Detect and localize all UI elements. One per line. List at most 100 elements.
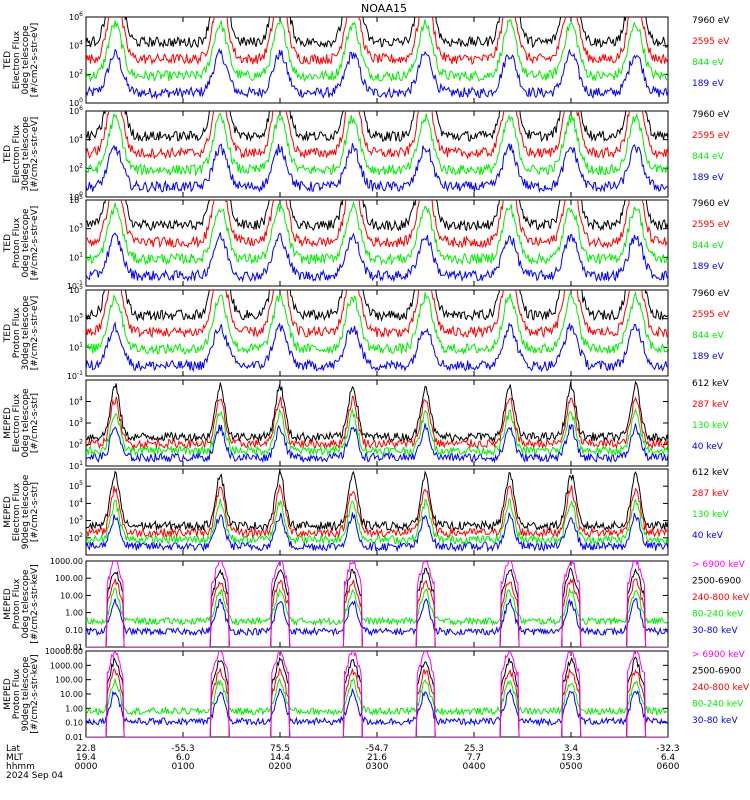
series-line xyxy=(86,201,668,266)
y-axis-label-line: 0deg telescope xyxy=(21,208,31,278)
legend-entry: 7960 eV xyxy=(692,289,730,299)
y-tick-label: 103 xyxy=(69,223,83,234)
panel-meped-p-0: 0.01 0.10 1.00 10.00 100.00 1000.00 MEPED Proto… xyxy=(3,557,750,652)
series-line xyxy=(86,290,668,356)
data-traces xyxy=(86,17,668,100)
y-axis-label-line: Electron Flux xyxy=(12,30,22,89)
data-traces xyxy=(86,290,668,373)
y-tick-label: 102 xyxy=(69,68,83,79)
y-tick-label: 1000.00 xyxy=(50,661,83,670)
legend-entry: 2500-6900 xyxy=(692,577,741,587)
y-tick-label: 100 xyxy=(69,191,83,202)
series-line xyxy=(86,511,668,553)
series-line xyxy=(86,688,668,727)
y-axis-label-line: 30deg telescope xyxy=(21,295,31,370)
footer-row-label: Lat xyxy=(6,744,21,754)
footer-mlt-value: 21.6 xyxy=(367,753,387,763)
data-traces xyxy=(86,200,668,283)
legend-entry: 2595 eV xyxy=(692,220,730,230)
series-line xyxy=(86,667,668,737)
footer-lat-value: 3.4 xyxy=(564,744,579,754)
footer-row-label: MLT xyxy=(6,753,24,763)
panel-ted-e-30: 100 102 104 106 TED Electron Flux 30deg telesc… xyxy=(3,105,730,202)
legend-entry: 2595 eV xyxy=(692,37,730,47)
footer-row-label: hhmm xyxy=(6,762,35,772)
y-axis-label-line: Electron Flux xyxy=(12,124,22,183)
series-line xyxy=(86,677,668,717)
series-line xyxy=(86,200,668,249)
panel-ted-p-30: 10-1 101 103 105 TED Proton Flux 30deg telesco… xyxy=(3,284,730,381)
series-line xyxy=(86,17,668,49)
legend-entry: 80-240 keV xyxy=(692,610,744,620)
legend-entry: 612 keV xyxy=(692,379,729,389)
y-tick-label: 101 xyxy=(69,341,83,352)
y-axis-label: TED Electron Flux 30deg telescope [#/cm2-s-… xyxy=(3,116,40,191)
series-line xyxy=(86,656,668,737)
y-tick-label: 0.01 xyxy=(65,733,83,742)
legend-entry: 80-240 keV xyxy=(692,700,744,710)
y-tick-label: 10.00 xyxy=(60,690,83,699)
data-traces xyxy=(86,561,668,647)
legend-entry: 30-80 keV xyxy=(692,716,738,726)
legend-entry: 189 eV xyxy=(692,173,725,183)
series-line xyxy=(86,407,668,457)
y-axis-label: MEPED Electron Flux 0deg telescope [#/cm2-s… xyxy=(3,388,40,458)
y-tick-label: 101 xyxy=(69,460,83,471)
y-tick-label: 106 xyxy=(69,11,83,22)
y-axis-label: TED Proton Flux 30deg telescope [#/cm2-s-st… xyxy=(3,295,40,370)
y-axis-label-line: 30deg telescope xyxy=(21,116,31,191)
y-axis-label: MEPED Electron Flux 90deg telescope [#/cm2-… xyxy=(3,474,40,549)
y-axis-label-line: MEPED xyxy=(3,588,13,620)
legend-entry: 844 eV xyxy=(692,331,725,341)
y-tick-label: 104 xyxy=(69,396,83,407)
footer-hhmm-value: 0100 xyxy=(172,762,195,772)
y-axis-label-line: 90deg telescope xyxy=(21,474,31,549)
legend-entry: 7960 eV xyxy=(692,16,730,26)
y-axis-label-line: [#/cm2-s-str-eV] xyxy=(30,117,40,192)
legend-entry: 240-800 keV xyxy=(692,683,750,693)
y-axis-label-line: MEPED xyxy=(3,496,13,528)
footer-mlt-value: 7.7 xyxy=(467,753,481,763)
y-tick-label: 1000.00 xyxy=(50,557,83,566)
y-tick-label: 104 xyxy=(69,134,83,145)
y-tick-label: 104 xyxy=(69,40,83,51)
panel-meped-p-90: 0.01 0.10 1.00 10.00 100.00 1000.00 10000.00 ME… xyxy=(3,647,750,742)
footer-lat-value: -32.3 xyxy=(656,744,679,754)
y-axis-label: TED Electron Flux 0deg telescope [#/cm2-s-s… xyxy=(3,23,40,98)
y-axis-label-line: [#/cm2-s-str] xyxy=(30,482,40,542)
legend-entry: 612 keV xyxy=(692,468,729,478)
series-line xyxy=(86,469,668,532)
series-line xyxy=(86,111,668,160)
data-traces xyxy=(86,469,668,553)
series-line xyxy=(86,423,668,464)
y-axis-label-line: TED xyxy=(3,324,13,343)
legend-entry: 287 keV xyxy=(692,400,729,410)
y-tick-label: 10-1 xyxy=(67,370,83,381)
series-line xyxy=(86,290,668,322)
y-axis-label: MEPED Proton Flux 90deg telescope [#/cm2-s-… xyxy=(3,654,40,733)
legend-entry: 7960 eV xyxy=(692,110,730,120)
series-line xyxy=(86,587,668,627)
series-line xyxy=(86,112,668,177)
legend-entry: 7960 eV xyxy=(692,199,730,209)
y-axis-label: MEPED Proton Flux 0deg telescope [#/cm2-s-s… xyxy=(3,564,40,643)
footer-mlt-value: 19.4 xyxy=(76,753,96,763)
y-axis-label-line: Proton Flux xyxy=(12,578,22,629)
footer-lat-value: -54.7 xyxy=(365,744,388,754)
y-axis-label-line: TED xyxy=(3,234,13,253)
y-axis-label-line: [#/cm2-s-str-keV] xyxy=(30,564,40,643)
y-tick-label: 0.10 xyxy=(65,626,83,635)
series-line xyxy=(86,200,668,232)
series-line xyxy=(86,143,668,194)
y-axis-label: TED Proton Flux 0deg telescope [#/cm2-s-str… xyxy=(3,206,40,281)
data-traces xyxy=(86,111,668,194)
y-tick-label: 104 xyxy=(69,497,83,508)
series-line xyxy=(86,18,668,83)
y-tick-label: 102 xyxy=(69,532,83,543)
footer-hhmm-value: 0200 xyxy=(269,762,292,772)
y-tick-label: 1.00 xyxy=(65,609,83,618)
y-tick-label: 0.10 xyxy=(65,719,83,728)
legend-entry: 189 eV xyxy=(692,262,725,272)
y-axis-label-line: TED xyxy=(3,145,13,164)
